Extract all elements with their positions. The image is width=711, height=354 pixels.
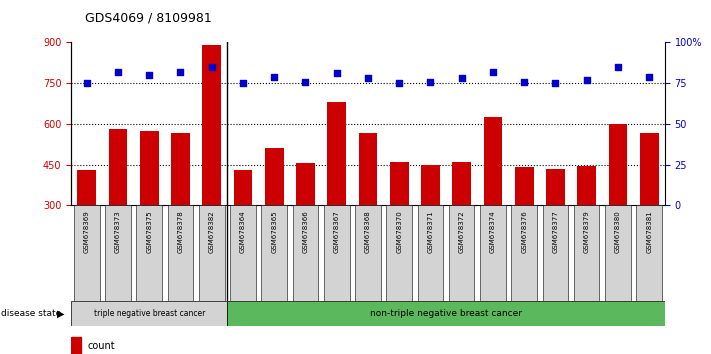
Bar — [546, 169, 565, 205]
Text: ▶: ▶ — [56, 308, 64, 318]
Bar — [358, 133, 378, 205]
Text: triple negative breast cancer: triple negative breast cancer — [94, 309, 205, 318]
Bar — [390, 162, 409, 205]
FancyBboxPatch shape — [74, 205, 100, 301]
Text: GSM678368: GSM678368 — [365, 210, 371, 253]
Text: GSM678373: GSM678373 — [115, 210, 121, 253]
Bar — [515, 167, 533, 205]
FancyBboxPatch shape — [511, 205, 537, 301]
FancyBboxPatch shape — [542, 205, 568, 301]
Point — [206, 64, 218, 70]
Text: GSM678369: GSM678369 — [84, 210, 90, 253]
Point — [237, 80, 249, 86]
Bar — [109, 129, 127, 205]
Bar — [71, 337, 82, 354]
Point — [612, 64, 624, 70]
FancyBboxPatch shape — [605, 205, 631, 301]
FancyBboxPatch shape — [636, 205, 662, 301]
FancyBboxPatch shape — [386, 205, 412, 301]
Point — [550, 80, 561, 86]
Point — [362, 75, 374, 81]
Bar — [77, 170, 96, 205]
Bar — [203, 45, 221, 205]
FancyBboxPatch shape — [417, 205, 443, 301]
FancyBboxPatch shape — [293, 205, 319, 301]
Text: GSM678364: GSM678364 — [240, 210, 246, 253]
Point — [393, 80, 405, 86]
Point — [112, 69, 124, 75]
Point — [81, 80, 92, 86]
Bar — [421, 165, 440, 205]
Point — [518, 79, 530, 84]
Text: GSM678366: GSM678366 — [302, 210, 309, 253]
FancyBboxPatch shape — [355, 205, 381, 301]
Bar — [234, 170, 252, 205]
Bar — [171, 133, 190, 205]
Point — [424, 79, 436, 84]
FancyBboxPatch shape — [324, 205, 350, 301]
Bar — [483, 117, 502, 205]
FancyBboxPatch shape — [230, 205, 256, 301]
FancyBboxPatch shape — [449, 205, 474, 301]
Point — [331, 70, 343, 76]
Bar — [452, 162, 471, 205]
Text: GSM678365: GSM678365 — [271, 210, 277, 253]
Bar — [577, 166, 596, 205]
Point — [269, 74, 280, 80]
Bar — [327, 102, 346, 205]
Text: GSM678382: GSM678382 — [209, 210, 215, 253]
Text: disease state: disease state — [1, 309, 62, 318]
FancyBboxPatch shape — [480, 205, 506, 301]
Bar — [296, 163, 315, 205]
FancyBboxPatch shape — [228, 301, 680, 326]
Bar — [140, 131, 159, 205]
Point — [456, 75, 467, 81]
Point — [643, 74, 655, 80]
Bar — [640, 133, 658, 205]
Text: GSM678377: GSM678377 — [552, 210, 558, 253]
Text: GSM678376: GSM678376 — [521, 210, 527, 253]
Point — [300, 79, 311, 84]
FancyBboxPatch shape — [262, 205, 287, 301]
Text: GSM678380: GSM678380 — [615, 210, 621, 253]
FancyBboxPatch shape — [137, 205, 162, 301]
Point — [581, 77, 592, 83]
FancyBboxPatch shape — [574, 205, 599, 301]
Text: GSM678370: GSM678370 — [396, 210, 402, 253]
Text: count: count — [87, 341, 115, 352]
Point — [144, 72, 155, 78]
Text: GDS4069 / 8109981: GDS4069 / 8109981 — [85, 12, 212, 25]
FancyBboxPatch shape — [168, 205, 193, 301]
FancyBboxPatch shape — [105, 205, 131, 301]
Bar — [264, 148, 284, 205]
Point — [487, 69, 498, 75]
Text: GSM678379: GSM678379 — [584, 210, 589, 253]
FancyBboxPatch shape — [71, 301, 228, 326]
Text: GSM678375: GSM678375 — [146, 210, 152, 253]
Text: GSM678372: GSM678372 — [459, 210, 465, 253]
Text: GSM678381: GSM678381 — [646, 210, 652, 253]
FancyBboxPatch shape — [199, 205, 225, 301]
Text: non-triple negative breast cancer: non-triple negative breast cancer — [370, 309, 522, 318]
Bar — [609, 124, 627, 205]
Text: GSM678371: GSM678371 — [427, 210, 434, 253]
Point — [175, 69, 186, 75]
Text: GSM678367: GSM678367 — [333, 210, 340, 253]
Text: GSM678378: GSM678378 — [178, 210, 183, 253]
Text: GSM678374: GSM678374 — [490, 210, 496, 253]
